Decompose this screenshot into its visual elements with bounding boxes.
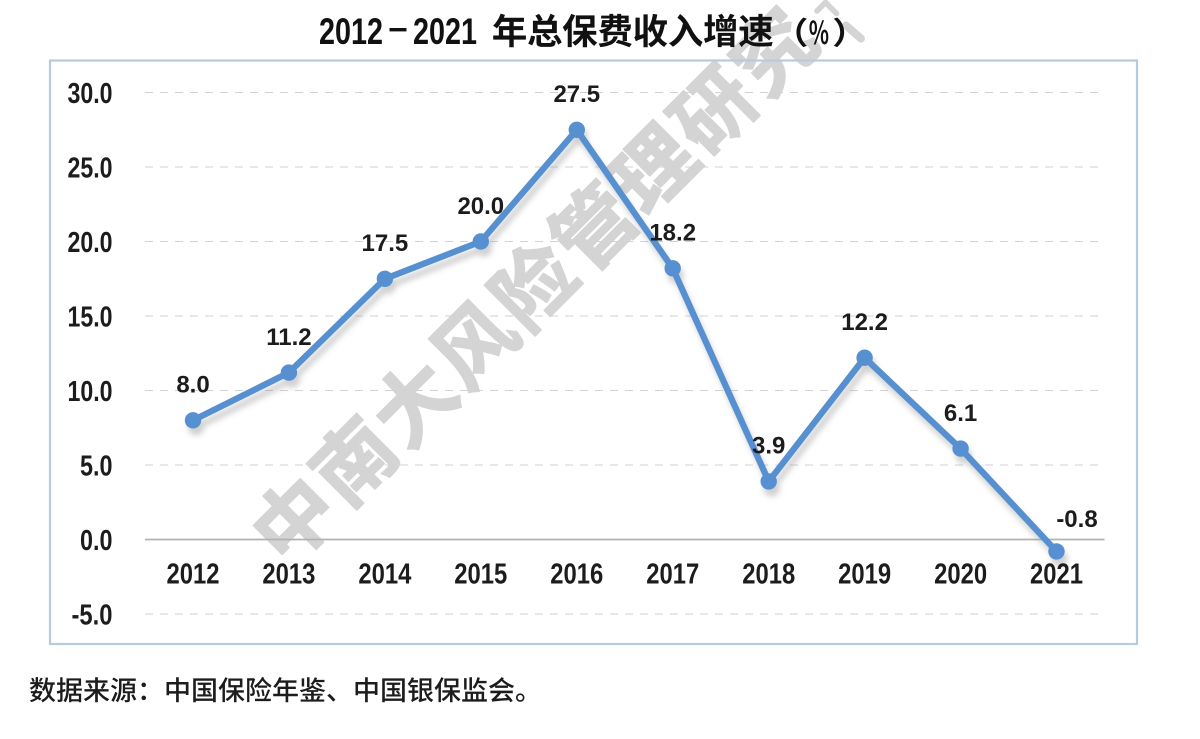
svg-text:11.2: 11.2 bbox=[266, 324, 311, 351]
svg-text:2012: 2012 bbox=[319, 11, 383, 52]
svg-text:20.0: 20.0 bbox=[457, 193, 504, 220]
svg-text:2020: 2020 bbox=[934, 559, 987, 591]
svg-text:2016: 2016 bbox=[550, 559, 603, 591]
svg-text:2021: 2021 bbox=[1030, 559, 1083, 591]
svg-text:2018: 2018 bbox=[742, 559, 795, 591]
svg-text:10.0: 10.0 bbox=[68, 376, 113, 408]
svg-text:0.0: 0.0 bbox=[80, 525, 113, 557]
svg-text:2015: 2015 bbox=[454, 559, 507, 591]
svg-text:17.5: 17.5 bbox=[362, 230, 409, 257]
svg-text:2013: 2013 bbox=[262, 559, 315, 591]
svg-text:8.0: 8.0 bbox=[176, 372, 209, 399]
svg-text:-5.0: -5.0 bbox=[72, 600, 113, 632]
svg-text:15.0: 15.0 bbox=[68, 302, 113, 334]
svg-text:2012: 2012 bbox=[167, 559, 220, 591]
svg-text:3.9: 3.9 bbox=[752, 433, 785, 460]
svg-text:2017: 2017 bbox=[646, 559, 699, 591]
svg-text:12.2: 12.2 bbox=[841, 309, 888, 336]
svg-text:2019: 2019 bbox=[838, 559, 891, 591]
svg-text:18.2: 18.2 bbox=[649, 220, 696, 247]
svg-text:30.0: 30.0 bbox=[68, 78, 113, 110]
svg-text:20.0: 20.0 bbox=[68, 227, 113, 259]
svg-text:27.5: 27.5 bbox=[553, 81, 600, 108]
svg-text:2014: 2014 bbox=[358, 559, 411, 591]
svg-text:5.0: 5.0 bbox=[80, 451, 113, 483]
svg-text:2021: 2021 bbox=[413, 11, 477, 52]
svg-text:25.0: 25.0 bbox=[68, 153, 113, 185]
svg-text:6.1: 6.1 bbox=[944, 400, 977, 427]
svg-text:-0.8: -0.8 bbox=[1056, 506, 1097, 533]
